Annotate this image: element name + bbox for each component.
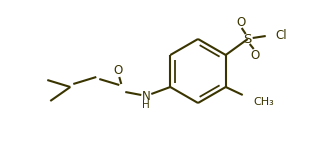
Text: O: O <box>114 63 123 77</box>
Text: O: O <box>236 15 245 29</box>
Text: Cl: Cl <box>276 29 287 41</box>
Text: S: S <box>244 33 252 45</box>
Text: H: H <box>142 100 150 110</box>
Text: CH₃: CH₃ <box>254 97 274 107</box>
Text: N: N <box>142 89 151 103</box>
Text: O: O <box>250 49 259 61</box>
